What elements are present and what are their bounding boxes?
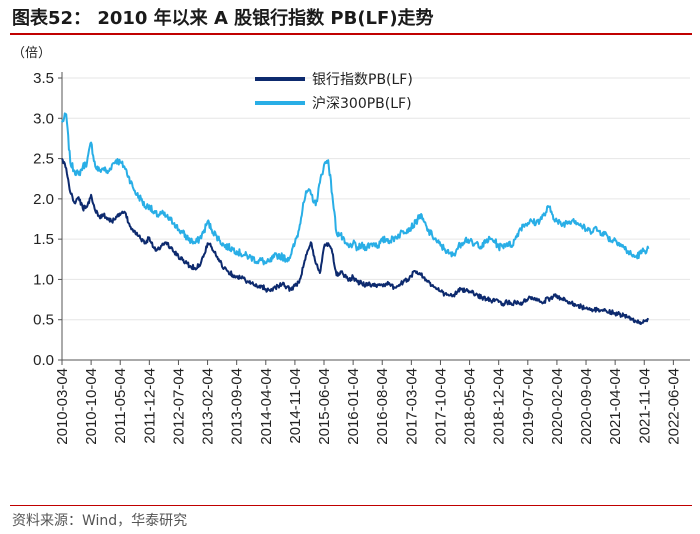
legend-label-hs300: 沪深300PB(LF) — [312, 96, 412, 112]
legend: 银行指数PB(LF) 沪深300PB(LF) — [255, 72, 413, 112]
x-tick-label: 2018-12-04 — [491, 368, 508, 445]
x-tick-label: 2021-04-04 — [607, 368, 624, 445]
legend-label-bank: 银行指数PB(LF) — [312, 72, 413, 88]
y-tick-label: 1.0 — [33, 271, 54, 288]
x-tick-label: 2013-09-04 — [229, 368, 246, 445]
source-note: 资料来源：Wind，华泰研究 — [12, 513, 188, 529]
y-tick-label: 0.5 — [33, 312, 54, 329]
series-line-bank — [61, 158, 650, 325]
gridlines — [62, 77, 690, 321]
x-tick-label: 2015-06-04 — [316, 368, 333, 445]
y-axis-unit-label: （倍） — [12, 46, 51, 61]
y-tick-label: 0.0 — [33, 352, 54, 369]
x-tick-label: 2014-11-04 — [287, 368, 304, 444]
x-tick-label: 2017-10-04 — [432, 368, 449, 445]
x-tick-label: 2016-08-04 — [374, 368, 391, 445]
x-tick-label: 2020-02-04 — [549, 368, 566, 445]
x-tick-label: 2020-09-04 — [578, 368, 595, 445]
pb-line-chart: 0.00.51.01.52.02.53.03.5 2010-03-04 2010-… — [12, 46, 690, 445]
x-tick-label: 2011-05-04 — [112, 368, 129, 444]
y-tick-label: 2.5 — [33, 151, 54, 168]
title-divider — [10, 33, 692, 35]
x-tick-label: 2012-07-04 — [170, 368, 187, 445]
y-axis-ticks: 0.0 0.5 1.0 1.5 2.0 2.5 3.0 3.5 — [33, 70, 62, 369]
series-line-hs300 — [61, 112, 650, 266]
x-tick-label: 2013-02-04 — [200, 368, 217, 445]
y-tick-label: 1.5 — [33, 231, 54, 248]
x-tick-label: 2021-11-04 — [636, 368, 653, 444]
x-tick-label: 2022-06-04 — [665, 368, 682, 445]
x-tick-label: 2010-10-04 — [83, 368, 100, 445]
x-tick-label: 2011-12-04 — [141, 368, 158, 444]
x-tick-label: 2017-03-04 — [403, 368, 420, 445]
x-axis-ticks: 2010-03-04 2010-10-04 2011-05-04 2011-12-04… — [54, 360, 682, 445]
y-tick-label: 2.0 — [33, 191, 54, 208]
chart-title: 图表52： 2010 年以来 A 股银行指数 PB(LF)走势 — [12, 8, 434, 29]
x-tick-label: 2010-03-04 — [54, 368, 71, 445]
y-tick-label: 3.5 — [33, 70, 54, 87]
y-tick-label: 3.0 — [33, 110, 54, 127]
source-divider — [10, 505, 692, 506]
x-tick-label: 2016-01-04 — [345, 368, 362, 445]
x-tick-label: 2014-04-04 — [258, 368, 275, 445]
x-tick-label: 2018-05-04 — [462, 368, 479, 445]
x-tick-label: 2019-07-04 — [520, 368, 537, 445]
